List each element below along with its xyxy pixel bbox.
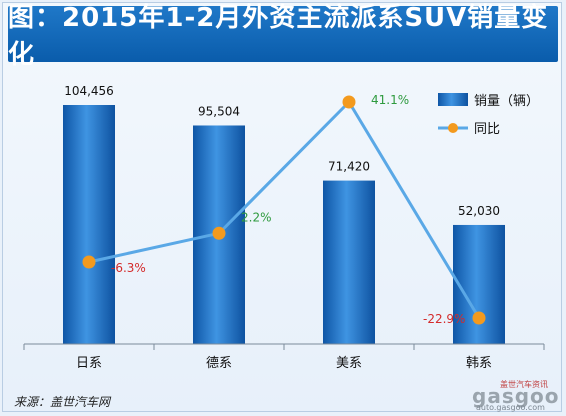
bar-value-label-0: 104,456 bbox=[64, 84, 114, 98]
legend-line-marker bbox=[448, 123, 458, 133]
yoy-point-1 bbox=[212, 226, 226, 240]
yoy-point-3 bbox=[472, 311, 486, 325]
bar-value-label-3: 52,030 bbox=[458, 204, 500, 218]
title-bar: 图：2015年1-2月外资主流派系SUV销量变化 bbox=[8, 3, 558, 70]
source-note: 来源：盖世汽车网 bbox=[14, 395, 111, 409]
x-tick-label-2: 美系 bbox=[336, 356, 362, 371]
yoy-value-label-2: 41.1% bbox=[371, 93, 409, 107]
yoy-point-0 bbox=[82, 255, 96, 269]
bar-3 bbox=[453, 224, 505, 344]
yoy-line bbox=[88, 99, 481, 319]
legend-line-label: 同比 bbox=[474, 122, 500, 137]
legend-bar-swatch bbox=[438, 93, 468, 106]
bar-value-label-1: 95,504 bbox=[198, 104, 240, 118]
x-tick-label-1: 德系 bbox=[206, 356, 232, 371]
watermark-tagline: 盖世汽车资讯 bbox=[500, 380, 548, 389]
yoy-value-label-1: 2.2% bbox=[241, 210, 272, 224]
bar-2 bbox=[323, 180, 375, 344]
watermark-url: auto.gasgoo.com bbox=[476, 403, 545, 412]
bar-0 bbox=[63, 105, 115, 344]
x-tick-label-3: 韩系 bbox=[466, 356, 492, 371]
yoy-point-2 bbox=[342, 95, 356, 109]
legend-bar-label: 销量（辆） bbox=[474, 94, 539, 109]
bar-value-label-2: 71,420 bbox=[328, 160, 370, 174]
chart-title: 图：2015年1-2月外资主流派系SUV销量变化 bbox=[8, 3, 549, 70]
gasgoo-watermark: 盖世汽车资讯 gasgoo auto.gasgoo.com bbox=[470, 376, 562, 412]
watermark-logo: gasgoo bbox=[472, 384, 560, 408]
yoy-value-label-0: -6.3% bbox=[111, 261, 146, 275]
yoy-value-label-3: -22.9% bbox=[423, 312, 465, 326]
x-tick-label-0: 日系 bbox=[76, 356, 102, 371]
